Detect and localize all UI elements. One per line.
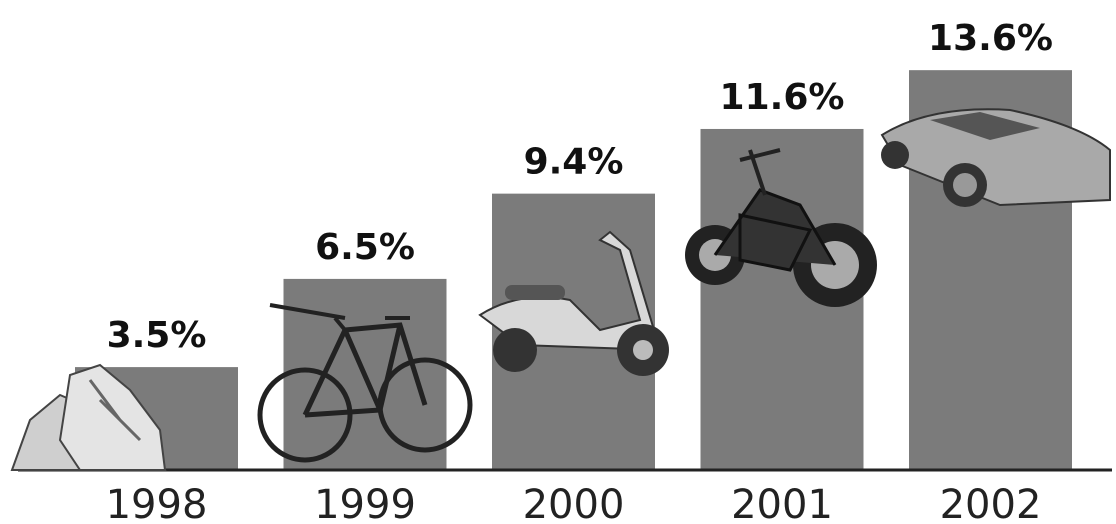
motorcycle-icon [685, 148, 877, 307]
shoes-icon [10, 363, 167, 471]
x-tick-label: 1998 [106, 482, 208, 524]
x-tick-label: 2000 [523, 482, 625, 524]
value-label: 13.6% [928, 18, 1053, 59]
x-tick-label: 1999 [314, 482, 416, 524]
bicycle-icon [257, 303, 473, 463]
car-icon [880, 108, 1111, 207]
value-label: 3.5% [107, 315, 207, 356]
bars [75, 70, 1072, 470]
x-tick-label: 2001 [731, 482, 833, 524]
value-label: 9.4% [524, 142, 624, 183]
value-label: 11.6% [720, 77, 845, 118]
x-tick-label: 2002 [940, 482, 1042, 524]
scooter-icon [478, 230, 669, 376]
value-label: 6.5% [315, 227, 415, 268]
illustrations [10, 108, 1111, 471]
